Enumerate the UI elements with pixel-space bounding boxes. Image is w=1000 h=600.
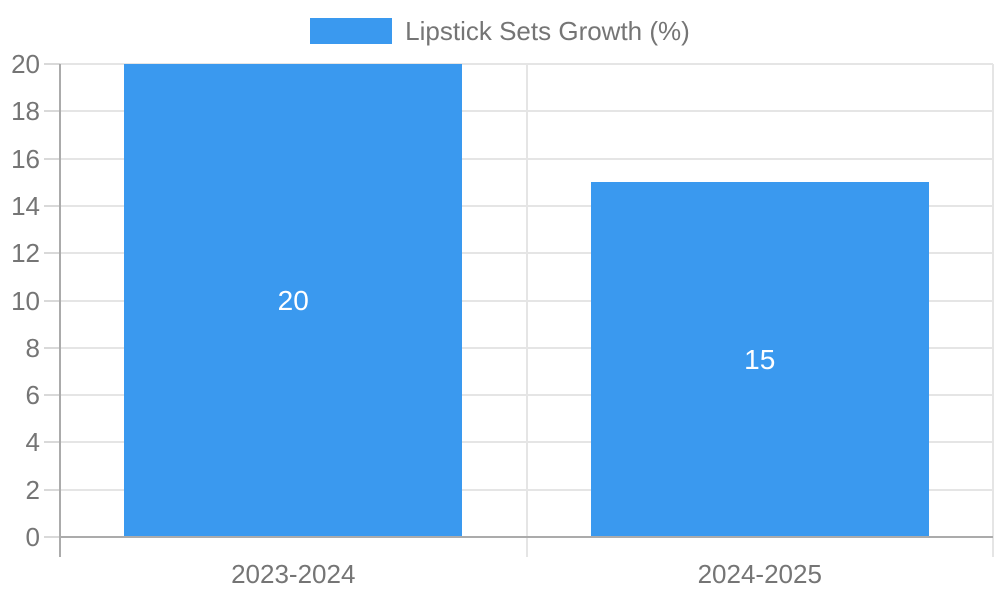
x-axis-line <box>60 536 993 538</box>
y-tick-label: 16 <box>11 143 40 174</box>
bar-value-label: 15 <box>744 343 776 375</box>
y-tick-mark <box>44 441 60 444</box>
x-gridline <box>525 64 528 557</box>
legend[interactable]: Lipstick Sets Growth (%) <box>0 18 1000 44</box>
y-tick-mark <box>44 536 60 538</box>
y-tick-mark <box>44 157 60 160</box>
bar[interactable] <box>590 182 929 537</box>
y-tick-label: 18 <box>11 96 40 127</box>
y-tick-label: 2 <box>25 474 40 505</box>
x-category-label: 2023-2024 <box>231 559 356 589</box>
x-gridline <box>992 64 994 557</box>
bar-value-label: 20 <box>277 284 309 316</box>
legend-label: Lipstick Sets Growth (%) <box>405 16 690 46</box>
y-tick-mark <box>44 63 60 65</box>
x-category-label: 2024-2025 <box>697 559 822 589</box>
y-tick-mark <box>44 110 60 113</box>
bar[interactable] <box>124 64 463 537</box>
y-tick-label: 8 <box>25 332 40 363</box>
y-tick-label: 10 <box>11 285 40 316</box>
y-tick-mark <box>44 488 60 491</box>
y-tick-label: 14 <box>11 190 40 221</box>
y-tick-label: 4 <box>25 427 40 458</box>
y-tick-label: 20 <box>11 49 40 79</box>
y-tick-mark <box>44 299 60 302</box>
y-tick-mark <box>44 394 60 397</box>
y-tick-mark <box>44 204 60 207</box>
y-tick-label: 6 <box>25 380 40 411</box>
y-tick-label: 0 <box>25 522 40 552</box>
y-tick-label: 12 <box>11 238 40 269</box>
y-tick-mark <box>44 346 60 349</box>
y-tick-mark <box>44 252 60 255</box>
y-axis-line <box>59 64 61 557</box>
legend-swatch <box>310 18 393 44</box>
